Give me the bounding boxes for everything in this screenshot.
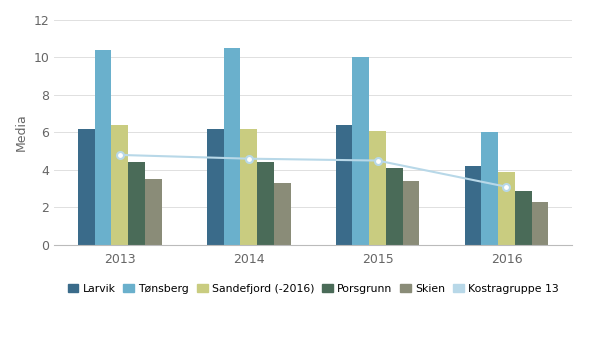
- Bar: [257, 163, 274, 245]
- Bar: [369, 130, 386, 245]
- Bar: [352, 57, 369, 245]
- Bar: [481, 132, 498, 245]
- Kostragruppe 13: [374, 159, 381, 163]
- Bar: [532, 202, 548, 245]
- Bar: [403, 181, 419, 245]
- Line: Kostragruppe 13: Kostragruppe 13: [116, 151, 510, 190]
- Bar: [78, 129, 95, 245]
- Bar: [240, 129, 257, 245]
- Bar: [145, 179, 161, 245]
- Bar: [207, 129, 224, 245]
- Kostragruppe 13: [503, 185, 510, 189]
- Bar: [498, 172, 515, 245]
- Legend: Larvik, Tønsberg, Sandefjord (-2016), Porsgrunn, Skien, Kostragruppe 13: Larvik, Tønsberg, Sandefjord (-2016), Po…: [68, 284, 559, 294]
- Bar: [274, 183, 290, 245]
- Bar: [112, 125, 128, 245]
- Bar: [515, 191, 532, 245]
- Bar: [335, 125, 352, 245]
- Bar: [95, 50, 112, 245]
- Y-axis label: Media: Media: [15, 114, 28, 151]
- Bar: [128, 163, 145, 245]
- Bar: [224, 48, 240, 245]
- Kostragruppe 13: [245, 156, 252, 161]
- Kostragruppe 13: [116, 153, 124, 157]
- Bar: [386, 168, 403, 245]
- Bar: [464, 166, 481, 245]
